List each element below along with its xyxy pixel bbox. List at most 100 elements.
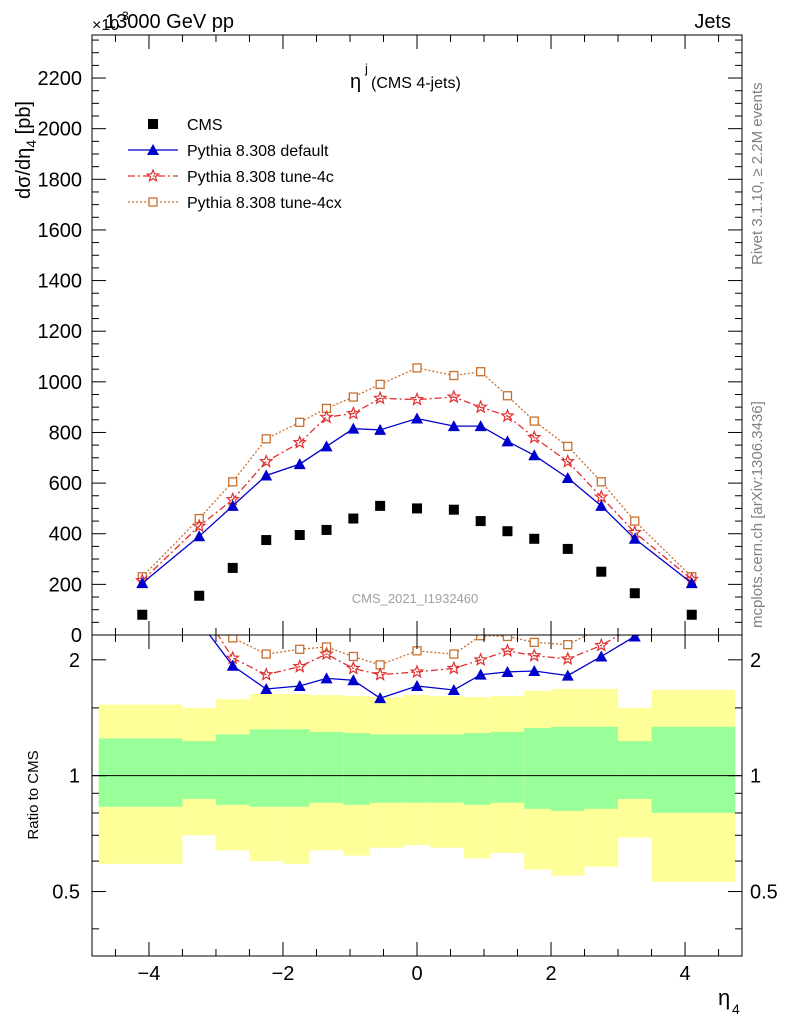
ratio-point-default: [411, 679, 423, 691]
main-point-default: [347, 422, 360, 434]
main-point-default: [447, 420, 460, 432]
band-green-bin: [343, 733, 371, 805]
band-green-bin: [282, 729, 310, 807]
band-green-bin: [524, 728, 552, 809]
main-point-tune4c: [594, 489, 609, 504]
ratio-point-tune4cx: [631, 604, 639, 612]
main-y-tick-label: 200: [49, 574, 82, 596]
band-green-bin: [618, 741, 652, 799]
ratio-point-tune4cx: [138, 595, 146, 603]
axes-group: 0200400600800100012001400160018002000220…: [38, 35, 778, 985]
ratio-point-tune4cx: [348, 651, 358, 662]
ratio-y-tick-label-right: 1: [750, 766, 761, 788]
ratio-y-tick-label-right: 0.5: [750, 882, 778, 904]
ratio-point-tune4c: [292, 658, 308, 673]
band-green-bin: [651, 726, 736, 813]
main-point-cms: [562, 543, 573, 554]
main-point-tune4cx: [375, 379, 385, 390]
main-point-tune4cx: [529, 416, 539, 426]
ratio-point-tune4cx: [476, 635, 486, 641]
x-tick-label: 0: [411, 963, 422, 985]
ratio-point-tune4c: [594, 637, 609, 652]
main-point-default: [320, 440, 333, 452]
x-tick-label: −2: [272, 963, 295, 985]
main-point-default: [628, 532, 641, 544]
ratio-point-tune4c: [409, 664, 425, 679]
main-y-tick-label: 1800: [38, 169, 83, 191]
main-point-cms: [529, 533, 540, 544]
ratio-point-default: [528, 665, 541, 677]
main-point-tune4cx: [261, 434, 271, 444]
main-point-tune4cx: [563, 441, 573, 452]
svg-text:j: j: [364, 61, 368, 76]
ratio-point-default: [561, 669, 574, 681]
main-point-cms: [596, 566, 607, 577]
ratio-line-tune4cx: [229, 635, 589, 666]
svg-text:η: η: [350, 71, 361, 93]
main-y-tick-label: 800: [49, 422, 82, 444]
main-point-cms: [348, 513, 359, 524]
main-y-tick-label: 0: [71, 625, 82, 647]
main-point-cms: [375, 500, 386, 511]
main-point-tune4c: [258, 453, 274, 468]
ratio-point-tune4cx: [688, 595, 696, 603]
main-point-tune4cx: [348, 392, 358, 402]
band-green-bin: [403, 734, 431, 803]
ratio-point-default: [347, 674, 360, 686]
ratio-point-default: [447, 683, 460, 695]
x-tick-label: −4: [138, 963, 161, 985]
main-point-default: [136, 577, 149, 589]
ratio-y-tick-label: 1: [69, 766, 80, 788]
ratio-point-tune4c: [194, 599, 205, 610]
ratio-point-tune4cx: [502, 635, 513, 642]
ratio-point-default: [293, 679, 306, 691]
legend-label-tune4c: Pythia 8.308 tune-4c: [187, 169, 334, 186]
legend-marker-cms: [148, 119, 158, 129]
ratio-point-default: [628, 635, 641, 642]
band-green-bin: [215, 734, 250, 805]
main-y-tick-label: 1400: [38, 271, 83, 293]
band-green-bin: [182, 741, 216, 799]
main-point-cms: [686, 609, 697, 620]
ratio-point-tune4c: [346, 660, 361, 675]
ratio-point-tune4cx: [228, 635, 238, 643]
main-point-tune4cx: [449, 370, 459, 381]
band-green-bin: [584, 726, 619, 809]
main-y-tick-label: 600: [49, 473, 82, 495]
main-point-tune4c: [446, 389, 462, 404]
main-point-cms: [294, 530, 305, 540]
ratio-point-tune4c: [629, 620, 640, 631]
svg-text:(CMS 4-jets): (CMS 4-jets): [371, 75, 461, 92]
main-point-tune4c: [500, 408, 515, 423]
ratio-point-default: [193, 615, 205, 626]
legend-entry-default: Pythia 8.308 default: [128, 143, 329, 160]
main-point-default: [193, 530, 206, 542]
main-point-tune4cx: [412, 363, 422, 373]
legend-label-default: Pythia 8.308 default: [187, 143, 329, 160]
main-point-tune4c: [560, 453, 576, 468]
band-green-bin: [463, 733, 491, 805]
main-point-tune4cx: [596, 477, 606, 487]
side-label-rivet: Rivet 3.1.10, ≥ 2.2M events: [749, 83, 766, 266]
main-point-default: [226, 499, 239, 511]
main-point-cms: [321, 524, 332, 535]
main-line-tune4cx: [141, 367, 693, 578]
main-point-tune4cx: [630, 516, 640, 526]
main-point-tune4cx: [476, 367, 486, 377]
main-point-cms: [194, 590, 205, 601]
main-y-tick-label: 400: [49, 524, 82, 546]
main-point-cms: [448, 504, 459, 515]
main-point-tune4c: [292, 434, 308, 449]
band-green-bin: [490, 731, 525, 803]
legend-marker-tune4c: [145, 168, 161, 183]
legend-entry-tune4c: Pythia 8.308 tune-4c: [128, 168, 334, 186]
main-y-tick-label: 1600: [38, 220, 83, 242]
svg-text:4: 4: [732, 1001, 740, 1017]
main-line-default: [141, 417, 693, 584]
x-tick-label: 4: [679, 963, 690, 985]
ratio-point-default: [226, 659, 239, 671]
plot-title: η j (CMS 4-jets): [350, 61, 461, 93]
main-point-tune4c: [191, 518, 207, 533]
main-line-tune4c: [141, 396, 693, 582]
